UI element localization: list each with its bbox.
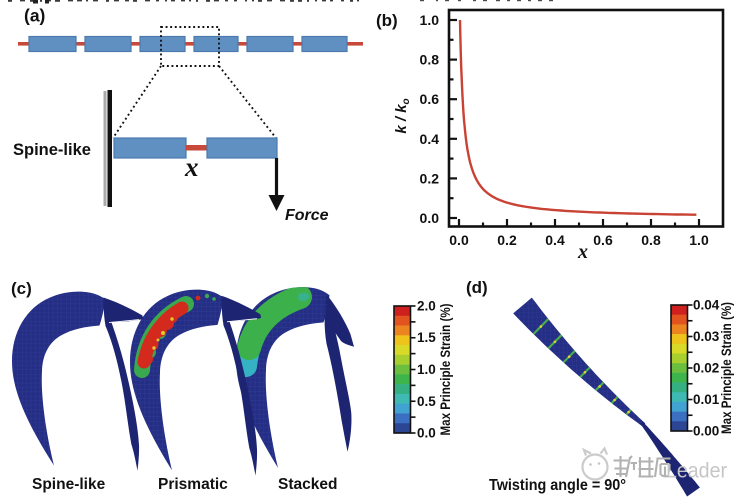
- svg-text:0.6: 0.6: [420, 91, 440, 107]
- svg-text:0.0: 0.0: [420, 210, 440, 226]
- svg-text:1.0: 1.0: [417, 362, 436, 377]
- svg-text:0.4: 0.4: [420, 131, 440, 147]
- svg-text:1.0: 1.0: [689, 232, 709, 248]
- svg-text:(c): (c): [11, 279, 32, 298]
- svg-text:Prismatic: Prismatic: [158, 476, 228, 493]
- svg-text:2.0: 2.0: [417, 299, 436, 314]
- svg-text:Stacked: Stacked: [278, 476, 337, 493]
- svg-text:x: x: [184, 152, 199, 182]
- svg-text:Force: Force: [285, 207, 329, 224]
- svg-text:0.03: 0.03: [693, 329, 720, 344]
- svg-text:0.8: 0.8: [641, 232, 661, 248]
- svg-text:Max Principle Strain (%): Max Principle Strain (%): [719, 302, 734, 434]
- svg-text:0.0: 0.0: [417, 426, 436, 441]
- svg-text:1.0: 1.0: [420, 12, 440, 28]
- svg-text:0.04: 0.04: [693, 298, 720, 313]
- svg-text:k / ko: k / ko: [393, 98, 412, 133]
- svg-text:0.4: 0.4: [545, 232, 565, 248]
- svg-text:Spine-like: Spine-like: [13, 141, 91, 159]
- svg-text:0.00: 0.00: [693, 424, 719, 439]
- svg-text:0.2: 0.2: [497, 232, 517, 248]
- svg-text:0.6: 0.6: [593, 232, 613, 248]
- svg-text:Max Principle Strain (%): Max Principle Strain (%): [438, 304, 453, 436]
- svg-text:Spine-like: Spine-like: [32, 476, 106, 493]
- svg-text:0.02: 0.02: [693, 361, 719, 376]
- svg-text:1.5: 1.5: [417, 330, 436, 345]
- svg-text:Leader: Leader: [666, 459, 727, 483]
- svg-text:(a): (a): [24, 6, 45, 26]
- svg-text:0.5: 0.5: [417, 394, 436, 409]
- svg-text:x: x: [577, 241, 588, 263]
- svg-text:(b): (b): [376, 11, 398, 30]
- svg-text:0.8: 0.8: [420, 52, 440, 68]
- svg-text:(d): (d): [466, 278, 488, 297]
- svg-text:0.2: 0.2: [420, 170, 440, 186]
- svg-text:0.01: 0.01: [693, 392, 720, 407]
- svg-text:0.0: 0.0: [449, 232, 469, 248]
- svg-text:Twisting angle = 90°: Twisting angle = 90°: [489, 477, 626, 494]
